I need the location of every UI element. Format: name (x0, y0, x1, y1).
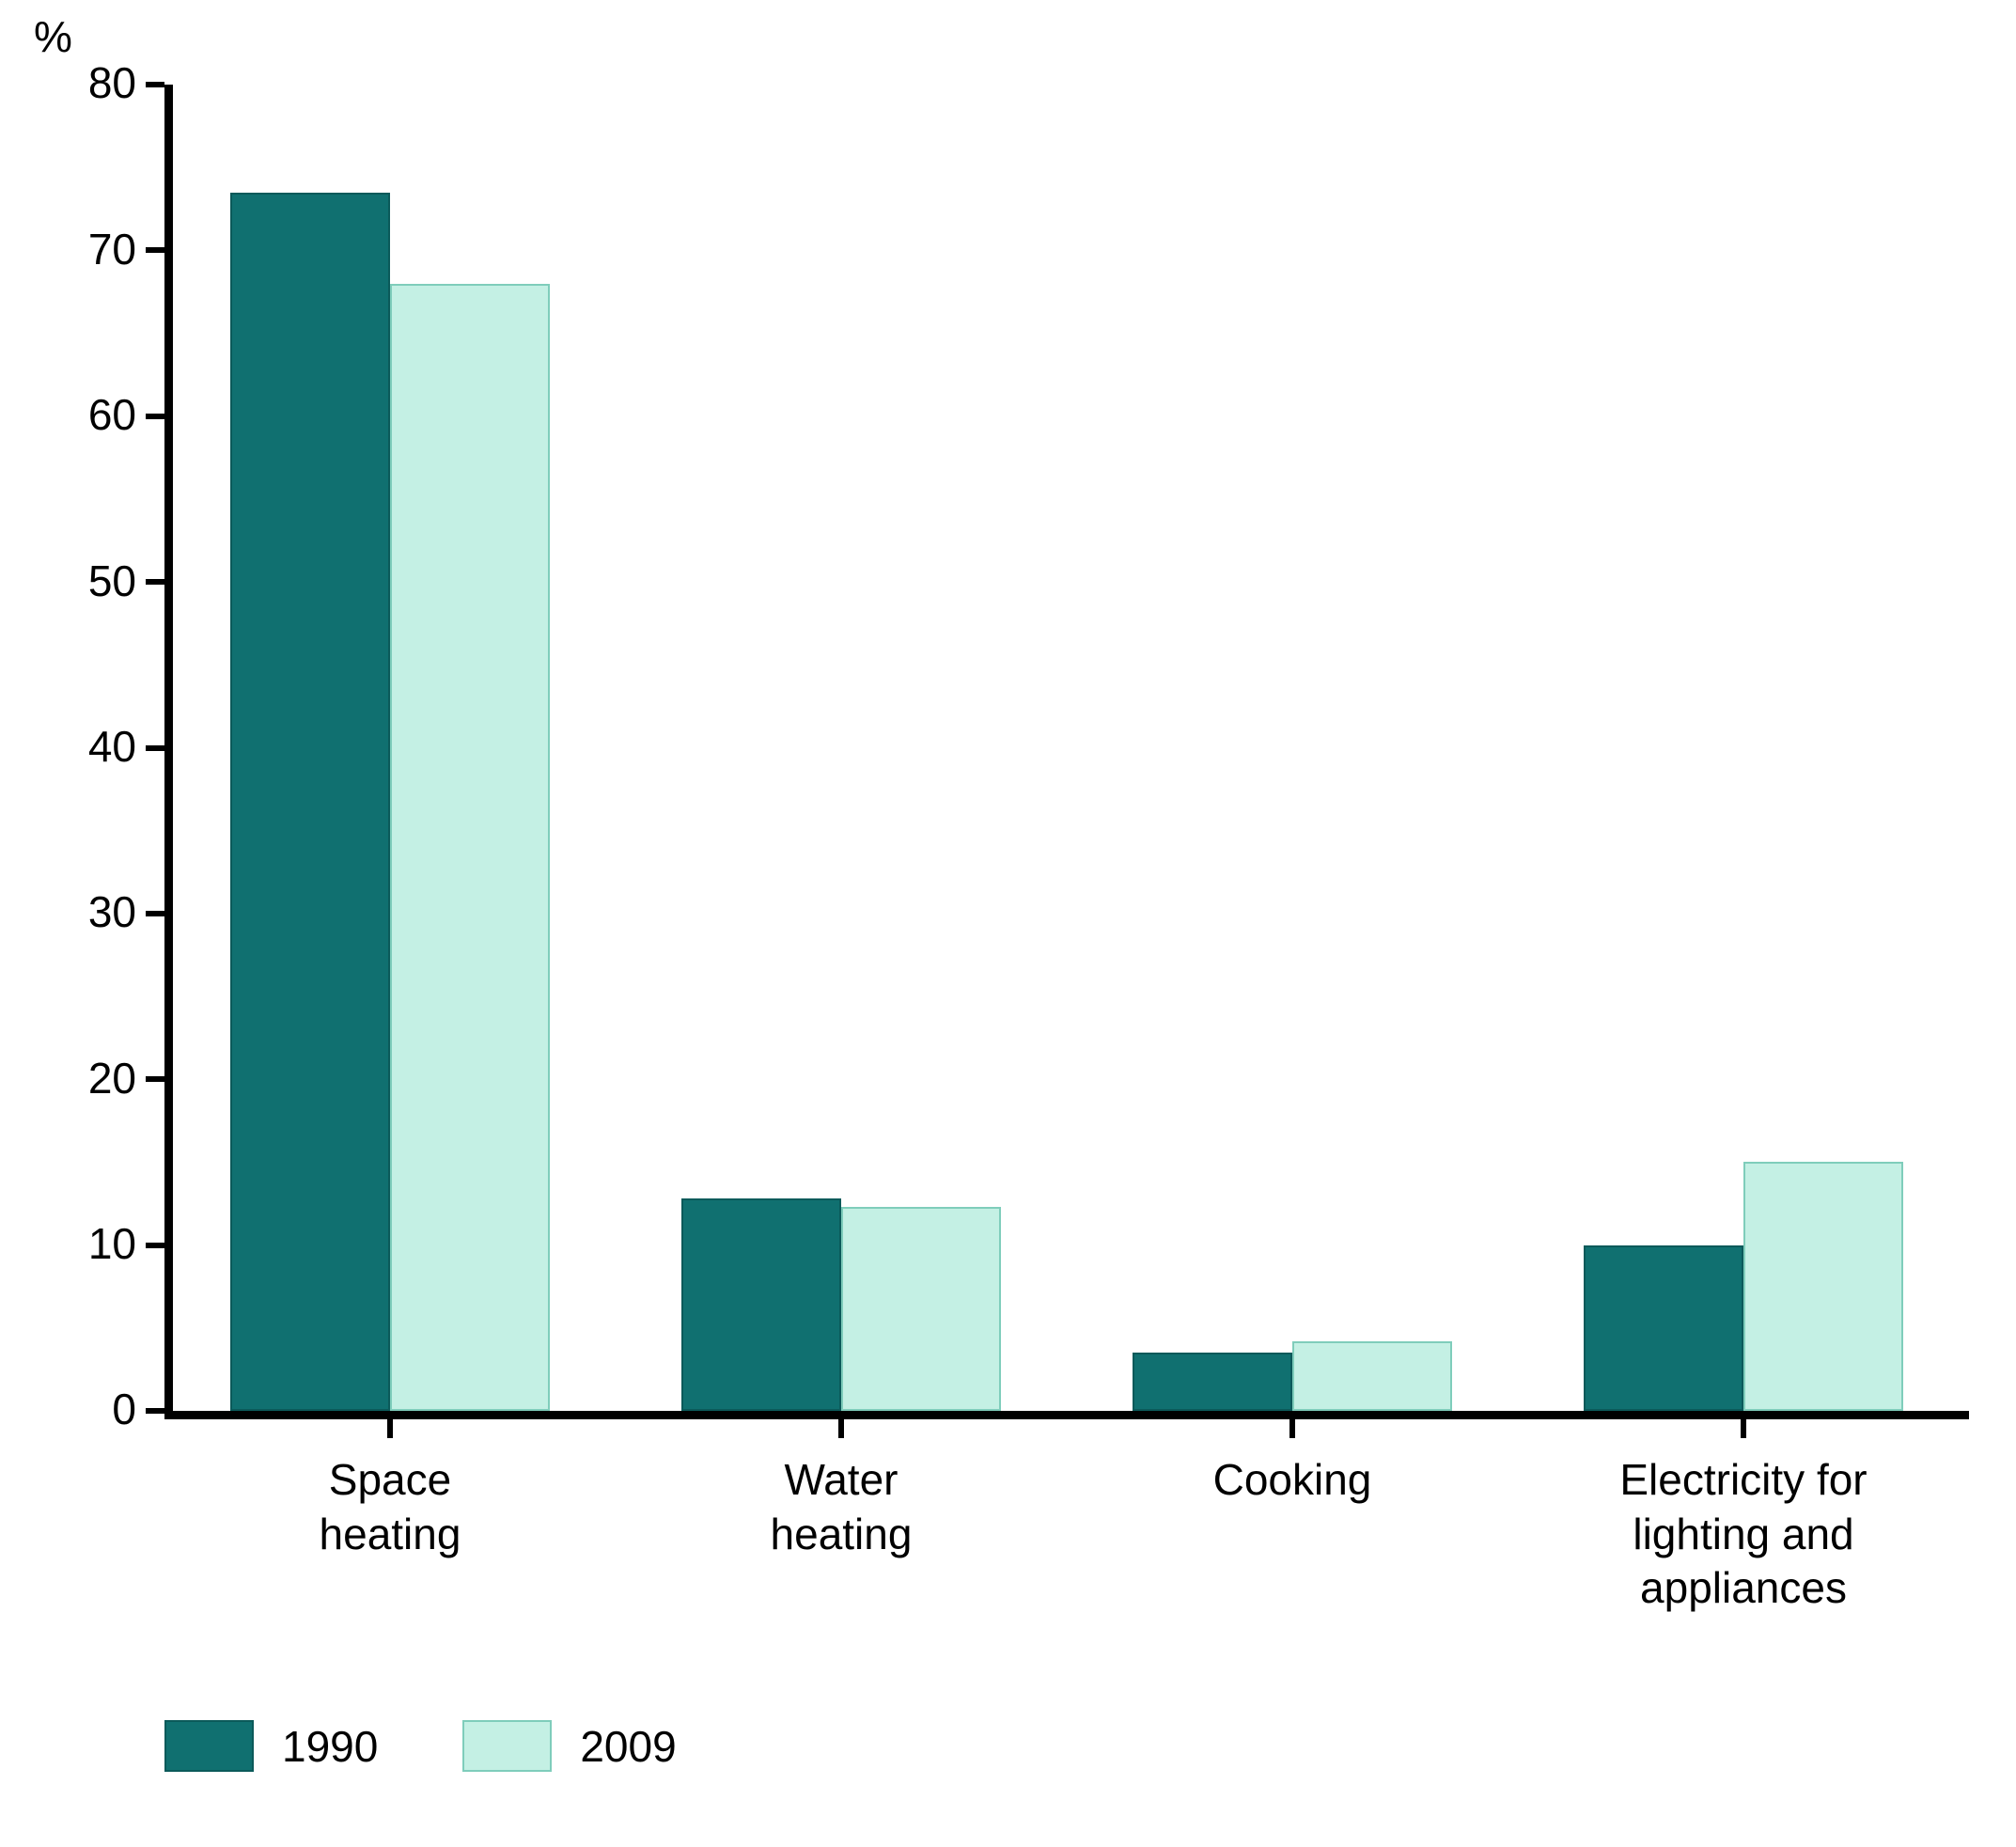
bar (1584, 1245, 1743, 1411)
legend: 1990 2009 (164, 1720, 677, 1772)
bar (681, 1198, 841, 1411)
y-tick (146, 745, 164, 751)
x-category-label: Spaceheating (176, 1453, 604, 1561)
plot-area (164, 85, 1969, 1419)
x-category-label-line: heating (627, 1508, 1055, 1562)
legend-item: 1990 (164, 1720, 378, 1772)
bar (841, 1207, 1001, 1411)
bar (1292, 1341, 1452, 1411)
legend-swatch (462, 1720, 552, 1772)
bar-chart: % 01020304050607080 SpaceheatingWaterhea… (0, 0, 2016, 1847)
y-tick-label: 10 (52, 1218, 136, 1269)
y-tick (146, 1076, 164, 1082)
y-tick (146, 414, 164, 419)
x-tick (387, 1419, 393, 1438)
y-tick (146, 82, 164, 87)
x-tick (1741, 1419, 1746, 1438)
legend-label: 1990 (282, 1721, 378, 1772)
x-category-label-line: appliances (1529, 1561, 1958, 1616)
x-category-label: Electricity forlighting andappliances (1529, 1453, 1958, 1616)
legend-item: 2009 (462, 1720, 676, 1772)
x-category-label-line: Water (627, 1453, 1055, 1508)
x-axis-line (164, 1411, 1969, 1419)
y-axis-unit: % (34, 11, 72, 62)
y-tick (146, 911, 164, 916)
x-category-label-line: lighting and (1529, 1508, 1958, 1562)
bar (1743, 1162, 1903, 1411)
x-category-label: Cooking (1078, 1453, 1507, 1508)
y-tick-label: 70 (52, 224, 136, 274)
bars-layer (164, 85, 1969, 1419)
x-category-label-line: Electricity for (1529, 1453, 1958, 1508)
x-tick (1289, 1419, 1295, 1438)
y-tick-label: 40 (52, 721, 136, 772)
x-category-label-line: Cooking (1078, 1453, 1507, 1508)
x-category-label: Waterheating (627, 1453, 1055, 1561)
y-tick-label: 0 (52, 1384, 136, 1434)
y-tick-label: 80 (52, 57, 136, 108)
bar (1133, 1353, 1292, 1411)
x-tick (838, 1419, 844, 1438)
y-tick (146, 579, 164, 585)
y-axis-line (164, 85, 173, 1419)
y-tick (146, 247, 164, 253)
y-tick-label: 50 (52, 556, 136, 606)
legend-label: 2009 (580, 1721, 676, 1772)
y-tick (146, 1408, 164, 1414)
y-tick-label: 60 (52, 389, 136, 440)
y-tick-label: 30 (52, 886, 136, 937)
bar (230, 193, 390, 1411)
y-tick-label: 20 (52, 1053, 136, 1104)
legend-swatch (164, 1720, 254, 1772)
x-category-label-line: heating (176, 1508, 604, 1562)
bar (390, 284, 550, 1411)
y-tick (146, 1243, 164, 1248)
x-category-label-line: Space (176, 1453, 604, 1508)
